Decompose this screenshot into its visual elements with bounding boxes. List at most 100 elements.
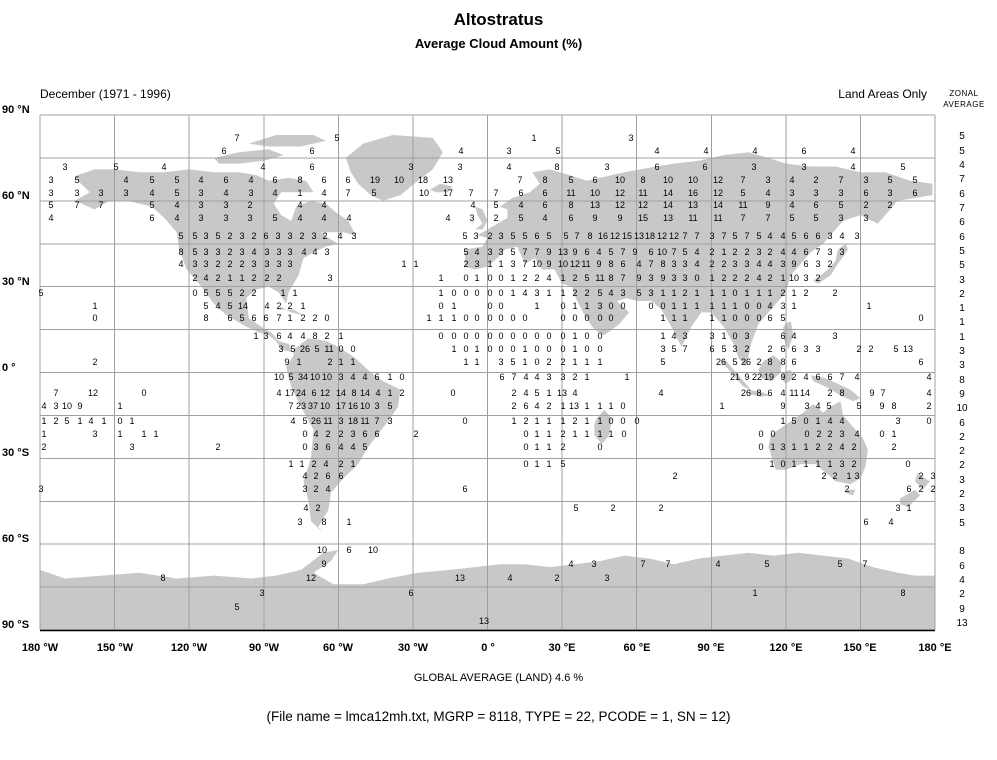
grid-value: 1 [296, 357, 301, 367]
grid-value: 0 [732, 288, 737, 298]
grid-value: 0 [498, 313, 503, 323]
grid-value: 1 [584, 401, 589, 411]
grid-value: 1 [846, 471, 851, 481]
grid-value: 6 [767, 313, 772, 323]
grid-value: 0 [474, 288, 479, 298]
zonal-average-value: 3 [959, 503, 965, 514]
grid-value: 7 [511, 372, 516, 382]
grid-value: 3 [203, 247, 208, 257]
grid-value: 5 [493, 200, 498, 210]
grid-value: 3 [498, 357, 503, 367]
grid-value: 4 [636, 259, 641, 269]
grid-value: 4 [608, 288, 613, 298]
grid-value: 3 [682, 259, 687, 269]
grid-value: 7 [740, 213, 745, 223]
grid-value: 1 [560, 288, 565, 298]
grid-value: 1 [721, 331, 726, 341]
grid-value: 3 [374, 401, 379, 411]
grid-value: 5 [510, 247, 515, 257]
grid-value: 26 [300, 344, 310, 354]
grid-value: 8 [554, 162, 559, 172]
grid-value: 6 [374, 372, 379, 382]
grid-value: 8 [587, 231, 592, 241]
grid-value: 6 [542, 188, 547, 198]
grid-value: 16 [348, 401, 358, 411]
grid-value: 6 [374, 429, 379, 439]
grid-value: 4 [765, 188, 770, 198]
grid-value: 2 [324, 331, 329, 341]
grid-value: 5 [387, 401, 392, 411]
grid-value: 9 [321, 559, 326, 569]
grid-value: 4 [827, 416, 832, 426]
grid-value: 8 [839, 388, 844, 398]
grid-value: 1 [287, 313, 292, 323]
grid-value: 5 [584, 273, 589, 283]
grid-value: 11 [581, 259, 590, 269]
grid-value: 5 [227, 288, 232, 298]
grid-value: 0 [926, 416, 931, 426]
grid-value: 2 [844, 484, 849, 494]
grid-value: 1 [387, 388, 392, 398]
grid-value: 3 [827, 247, 832, 257]
grid-value: 4 [523, 372, 528, 382]
grid-value: 5 [463, 247, 468, 257]
grid-value: 0 [523, 429, 528, 439]
grid-value: 0 [534, 344, 539, 354]
grid-value: 14 [713, 200, 723, 210]
grid-value: 6 [338, 471, 343, 481]
grid-value: 2 [276, 301, 281, 311]
grid-value: 2 [493, 213, 498, 223]
grid-value: 2 [264, 273, 269, 283]
grid-value: 3 [803, 273, 808, 283]
grid-value: 15 [622, 231, 632, 241]
zonal-average-value: 2 [959, 432, 965, 443]
grid-value: 0 [620, 416, 625, 426]
zonal-average-value: 7 [959, 174, 965, 185]
grid-value: 8 [312, 331, 317, 341]
grid-value: 0 [732, 331, 737, 341]
grid-value: 4 [223, 188, 228, 198]
grid-value: 3 [780, 301, 785, 311]
grid-value: 3 [203, 259, 208, 269]
grid-value: 3 [48, 188, 53, 198]
grid-value: 1 [671, 288, 676, 298]
zonal-average-value: 1 [959, 332, 965, 343]
grid-value: 5 [215, 231, 220, 241]
grid-value: 8 [203, 313, 208, 323]
grid-value: 6 [815, 231, 820, 241]
grid-value: 2 [721, 259, 726, 269]
grid-value: 3 [671, 273, 676, 283]
grid-value: 5 [826, 401, 831, 411]
grid-value: 8 [608, 273, 613, 283]
grid-value: 2 [511, 401, 516, 411]
grid-value: 0 [463, 331, 468, 341]
grid-value: 7 [682, 344, 687, 354]
grid-value: 0 [399, 372, 404, 382]
grid-value: 4 [198, 175, 203, 185]
grid-value: 8 [780, 357, 785, 367]
grid-value: 5 [912, 175, 917, 185]
grid-value: 1 [721, 313, 726, 323]
grid-value: 4 [888, 517, 893, 527]
grid-value: 1 [451, 313, 456, 323]
grid-value: 4 [149, 188, 154, 198]
grid-value: 2 [803, 288, 808, 298]
grid-value: 2 [247, 200, 252, 210]
grid-value: 4 [276, 388, 281, 398]
grid-value: 5 [203, 301, 208, 311]
grid-value: 3 [506, 146, 511, 156]
grid-value: 4 [338, 442, 343, 452]
grid-value: 12 [657, 231, 667, 241]
grid-value: 11 [688, 213, 697, 223]
grid-value: 14 [360, 388, 370, 398]
grid-value: 4 [325, 484, 330, 494]
grid-value: 4 [506, 162, 511, 172]
grid-value: 5 [780, 313, 785, 323]
grid-value: 3 [313, 442, 318, 452]
grid-value: 5 [636, 288, 641, 298]
grid-value: 2 [821, 471, 826, 481]
grid-value: 0 [463, 288, 468, 298]
grid-value: 7 [620, 273, 625, 283]
grid-value: 7 [648, 259, 653, 269]
grid-value: 3 [803, 344, 808, 354]
